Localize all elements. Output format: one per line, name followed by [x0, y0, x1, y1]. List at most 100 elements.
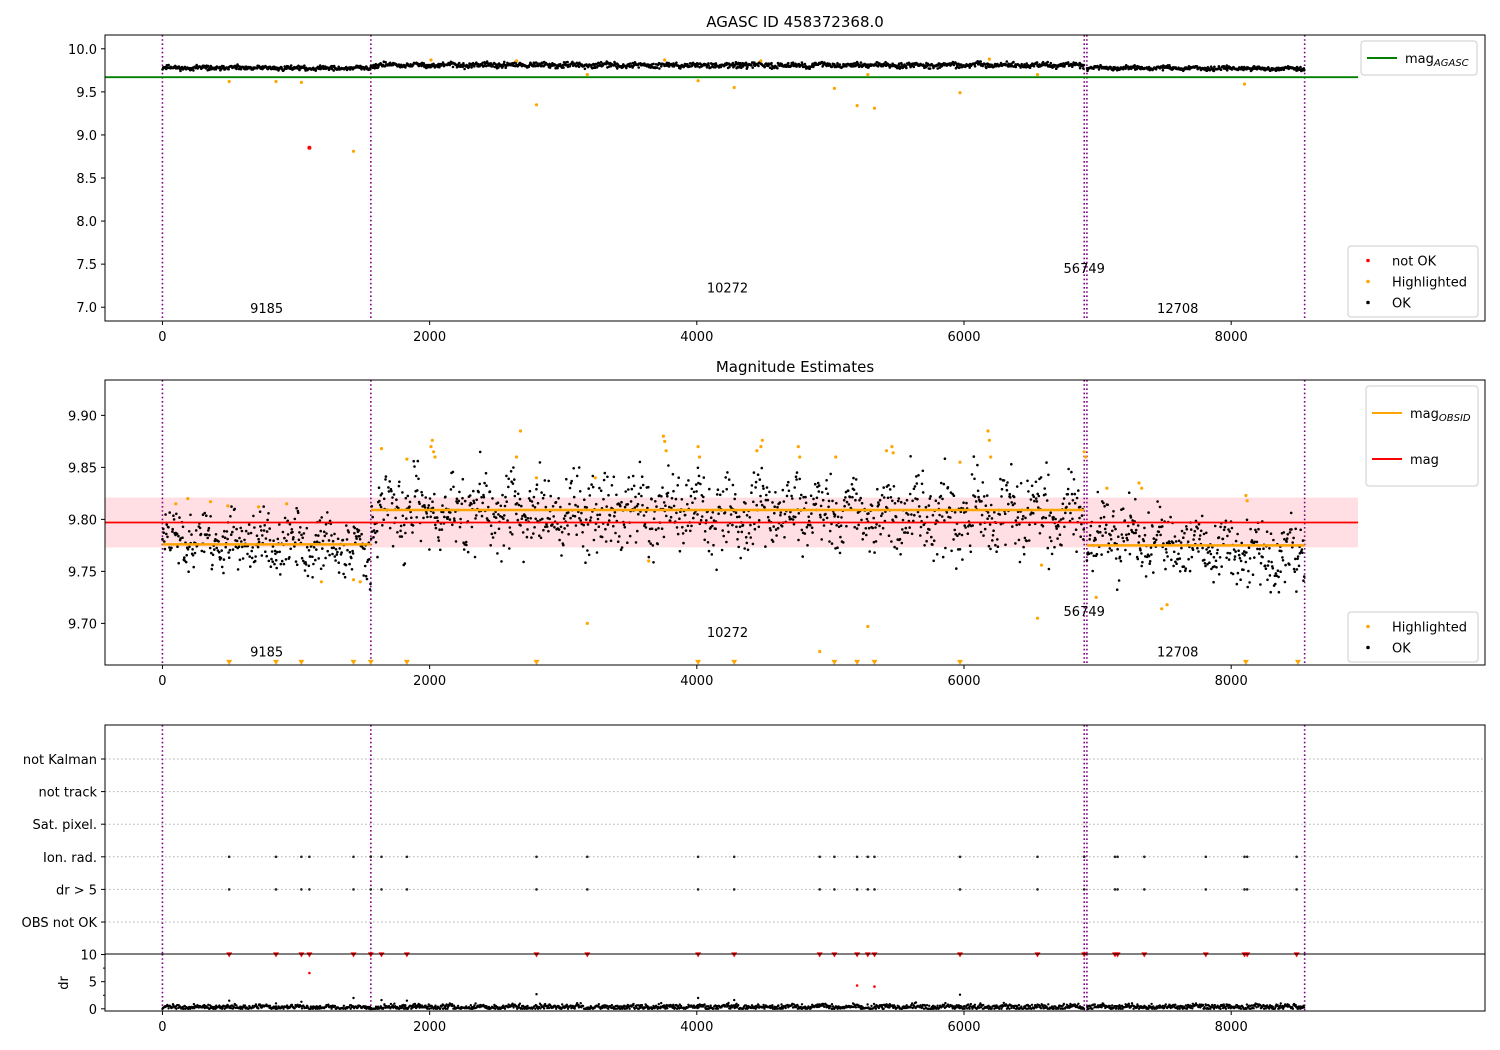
ok-data-point [548, 517, 551, 521]
flag-point [1245, 855, 1249, 859]
ok-data-point [735, 515, 739, 519]
ok-data-point [702, 476, 706, 479]
ok-data-point [721, 490, 725, 493]
ok-data-point [241, 1007, 244, 1010]
ok-data-point [1022, 514, 1025, 518]
ok-data-point [1282, 531, 1286, 534]
ok-data-point [289, 547, 293, 551]
flag-point [405, 855, 409, 859]
ok-data-point [650, 527, 654, 530]
ok-data-point [268, 538, 272, 542]
ok-data-point [1054, 517, 1057, 521]
ok-data-point [703, 530, 707, 533]
ok-data-point [687, 479, 690, 482]
ok-data-point [998, 513, 1002, 516]
ok-data-point [910, 513, 913, 516]
ok-data-point [207, 526, 211, 530]
ok-data-point [655, 505, 658, 508]
ok-data-point [1047, 473, 1050, 477]
ok-data-point [620, 500, 623, 504]
ok-data-point [619, 504, 622, 508]
ok-data-point [515, 502, 519, 505]
ok-data-point [262, 505, 266, 508]
ok-data-point [1065, 505, 1068, 509]
ok-data-point [1044, 516, 1048, 520]
ok-data-point [785, 494, 789, 498]
ok-data-point [954, 532, 957, 536]
obsid-label: 9185 [250, 646, 283, 661]
ok-data-point [705, 519, 708, 522]
highlighted-data-point [429, 58, 433, 62]
ok-data-point [1073, 492, 1077, 496]
ok-data-point [1000, 487, 1004, 491]
ok-data-point [534, 1007, 537, 1010]
ok-data-point [1220, 565, 1223, 568]
highlighted-data-point [1165, 603, 1169, 607]
ok-data-point [271, 560, 275, 563]
highlighted-data-point [1039, 563, 1044, 567]
ok-data-point [1005, 488, 1009, 492]
ok-data-point [181, 536, 184, 539]
ok-data-point [1121, 507, 1125, 511]
ok-data-point [485, 484, 488, 488]
ok-data-point [1148, 562, 1151, 565]
ok-data-point [867, 526, 871, 530]
ok-data-point [1049, 511, 1052, 514]
highlighted-data-point [866, 73, 870, 77]
ok-data-point [744, 63, 747, 67]
ok-data-point [171, 527, 174, 531]
ok-data-point [192, 565, 195, 569]
ok-data-point [295, 563, 299, 566]
ok-data-point [749, 536, 752, 539]
ok-data-point [1158, 505, 1162, 509]
ok-data-point [1299, 528, 1302, 532]
ok-data-point [819, 504, 823, 508]
ok-data-point [727, 478, 731, 481]
ok-data-point [311, 576, 314, 579]
ok-data-point [1292, 536, 1295, 540]
ok-data-point [639, 1006, 642, 1009]
ok-data-point [877, 501, 880, 504]
ok-data-point [305, 526, 309, 530]
ok-data-point [492, 512, 495, 516]
ok-data-point [389, 1002, 393, 1006]
highlighted-data-point [319, 580, 323, 584]
ok-data-point [640, 1004, 644, 1007]
ok-data-point [394, 516, 397, 520]
ok-data-point [759, 500, 763, 503]
ok-data-point [1056, 537, 1059, 540]
highlighted-data-point [663, 58, 667, 62]
ok-data-point [656, 1007, 659, 1010]
ok-data-point [699, 518, 703, 522]
ok-data-point [370, 505, 374, 508]
ok-data-point [613, 1007, 617, 1010]
ok-data-point [500, 560, 503, 563]
ok-data-point [1111, 529, 1114, 533]
ok-data-point [991, 534, 995, 537]
ok-data-point [1025, 539, 1028, 543]
ok-data-point [825, 516, 829, 520]
ok-data-point [642, 514, 646, 517]
ok-data-point [1089, 524, 1093, 528]
ok-data-point [381, 524, 384, 527]
ok-data-point [1301, 551, 1304, 555]
obsid-label: 10272 [707, 282, 748, 297]
ok-data-point [1216, 548, 1219, 552]
ok-data-point [264, 550, 267, 553]
ok-data-point [1145, 555, 1149, 559]
ok-data-point [472, 499, 476, 503]
ok-data-point [1003, 512, 1007, 516]
x-tick-label: 2000 [413, 1020, 446, 1035]
ok-data-point [482, 64, 486, 68]
ok-data-point [899, 553, 902, 556]
ok-data-point [1147, 554, 1151, 558]
ok-data-point [1042, 515, 1045, 519]
ok-data-point [417, 477, 420, 481]
ok-data-point [399, 529, 402, 533]
flag-point [873, 888, 876, 891]
ok-data-point [209, 515, 212, 518]
ok-data-point [822, 518, 825, 522]
ok-data-point [773, 511, 776, 515]
ok-data-point [1059, 518, 1063, 521]
ok-data-point [1011, 503, 1015, 507]
